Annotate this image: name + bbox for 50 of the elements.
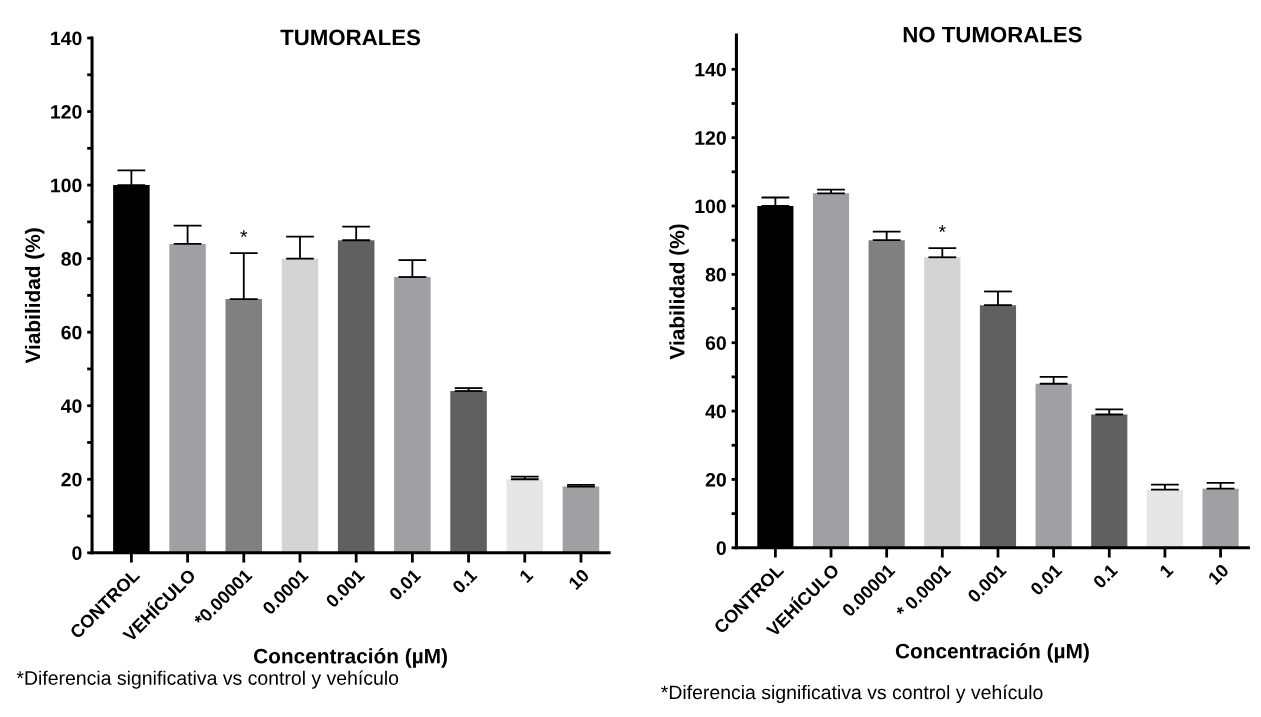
- bar: [225, 299, 263, 553]
- bar: [1035, 383, 1072, 548]
- chart-title: TUMORALES: [280, 29, 421, 46]
- y-tick-label: 40: [61, 399, 82, 413]
- y-tick-label: 20: [61, 472, 82, 487]
- y-tick-label: 140: [695, 62, 726, 77]
- y-tick-label: 40: [705, 404, 726, 419]
- x-tick-label: 0.1: [451, 568, 478, 595]
- y-tick-label: 20: [705, 472, 726, 487]
- y-tick-label: 120: [51, 105, 82, 119]
- bar: [169, 243, 206, 553]
- bar: [1146, 489, 1183, 548]
- y-tick-label: 0: [72, 546, 82, 561]
- annotation: *: [240, 230, 248, 237]
- bar: [812, 193, 850, 548]
- bar: [337, 240, 375, 553]
- x-tick-label: 10: [1207, 563, 1230, 586]
- y-axis-title: Viabilidad (%): [24, 228, 45, 364]
- bar: [506, 479, 544, 553]
- bar: [1091, 414, 1128, 548]
- y-tick-label: 80: [61, 252, 82, 266]
- text: *Diferencia significativa vs control y vehículo: [661, 684, 1043, 704]
- bar: [924, 257, 961, 548]
- y-tick-label: 60: [705, 336, 726, 350]
- x-axis-title: Concentración (µM): [253, 648, 447, 668]
- x-tick-label: 0.01: [1029, 563, 1063, 597]
- bar: [979, 305, 1017, 548]
- y-tick-label: 60: [61, 325, 82, 340]
- bar: [868, 240, 905, 548]
- x-tick-label: 10: [567, 568, 590, 591]
- x-tick-label: 1: [518, 568, 534, 583]
- bar: [281, 258, 319, 553]
- x-tick-label: 1: [1159, 563, 1174, 578]
- y-tick-label: 80: [705, 267, 726, 282]
- chart-title: NO TUMORALES: [903, 26, 1082, 43]
- annotation: *: [938, 225, 946, 232]
- x-tick-label: 0.01: [388, 568, 422, 602]
- y-axis-title: Viabilidad (%): [669, 224, 689, 360]
- y-tick-label: 120: [695, 131, 726, 145]
- x-axis-title: Concentración (µM): [895, 643, 1089, 663]
- x-tick-label: 0.1: [1092, 563, 1119, 589]
- bar: [450, 391, 487, 553]
- bar: [562, 486, 600, 553]
- y-tick-label: 0: [716, 541, 726, 556]
- y-tick-label: 100: [695, 199, 726, 214]
- y-tick-label: 140: [51, 31, 82, 46]
- text: *Diferencia significativa vs control y vehículo: [16, 670, 399, 689]
- bar: [1202, 488, 1239, 548]
- bar: [394, 277, 431, 553]
- y-tick-label: 100: [51, 178, 82, 193]
